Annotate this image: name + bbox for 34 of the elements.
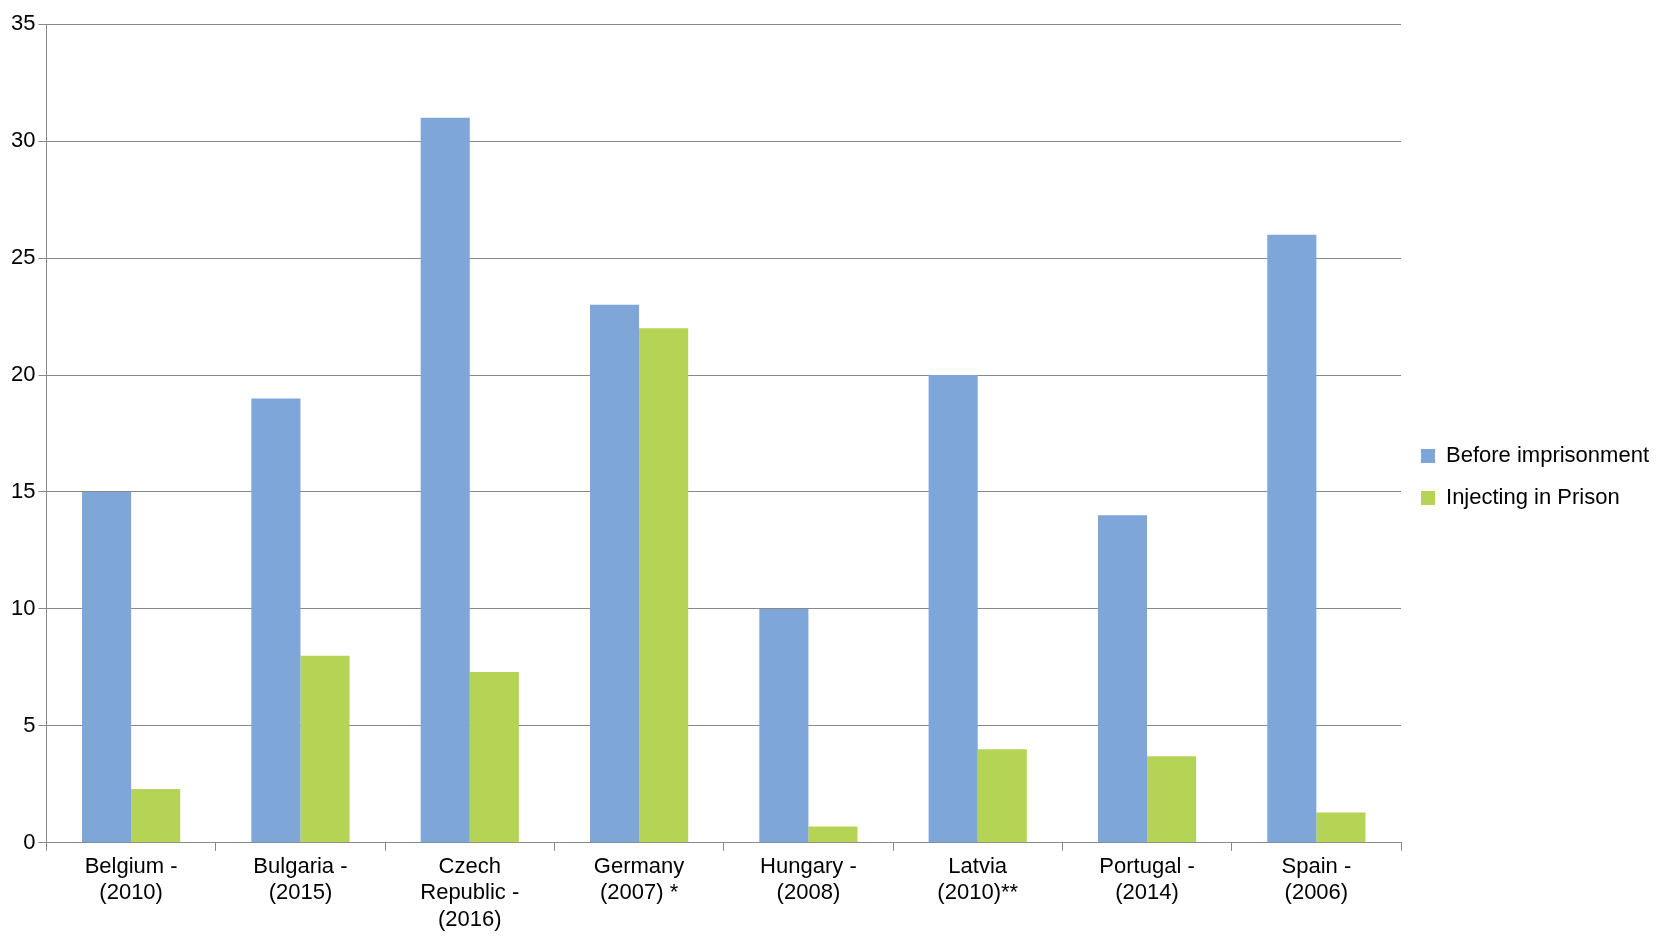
bar <box>251 398 301 843</box>
x-tick-label: Latvia (2010)** <box>937 853 1019 905</box>
y-tick-label: 15 <box>10 478 36 504</box>
bar <box>808 826 858 843</box>
legend-label: Before imprisonment <box>1446 442 1650 468</box>
bar <box>82 491 132 843</box>
bar <box>131 789 181 843</box>
y-tick-label: 0 <box>23 828 36 854</box>
bar <box>977 749 1027 843</box>
bar <box>300 655 350 843</box>
x-tick-label: Germany (2007) * <box>593 853 685 905</box>
x-tick-label: Czech Republic - (2016) <box>420 853 520 931</box>
x-tick-label: Bulgaria - (2015) <box>253 853 348 905</box>
bar <box>759 608 809 843</box>
y-tick-label: 10 <box>10 594 36 620</box>
bar <box>1097 515 1148 843</box>
y-tick-label: 25 <box>10 244 36 270</box>
bar <box>928 375 978 843</box>
bar <box>589 304 640 843</box>
bar <box>1316 812 1366 843</box>
bar <box>420 117 470 843</box>
y-tick-label: 5 <box>23 711 36 737</box>
bar <box>469 672 519 843</box>
y-tick-label: 30 <box>10 127 36 153</box>
y-tick-label: 20 <box>10 361 36 387</box>
x-tick-label: Spain - (2006) <box>1281 853 1352 905</box>
x-tick-label: Hungary - (2008) <box>760 853 857 905</box>
x-tick-label: Portugal - (2014) <box>1099 853 1195 905</box>
bar <box>1267 234 1317 843</box>
x-tick-label: Belgium - (2010) <box>84 853 178 905</box>
y-tick-label: 35 <box>10 10 36 36</box>
legend-label: Injecting in Prison <box>1446 484 1620 510</box>
bar <box>639 328 689 843</box>
bar <box>1147 756 1197 843</box>
